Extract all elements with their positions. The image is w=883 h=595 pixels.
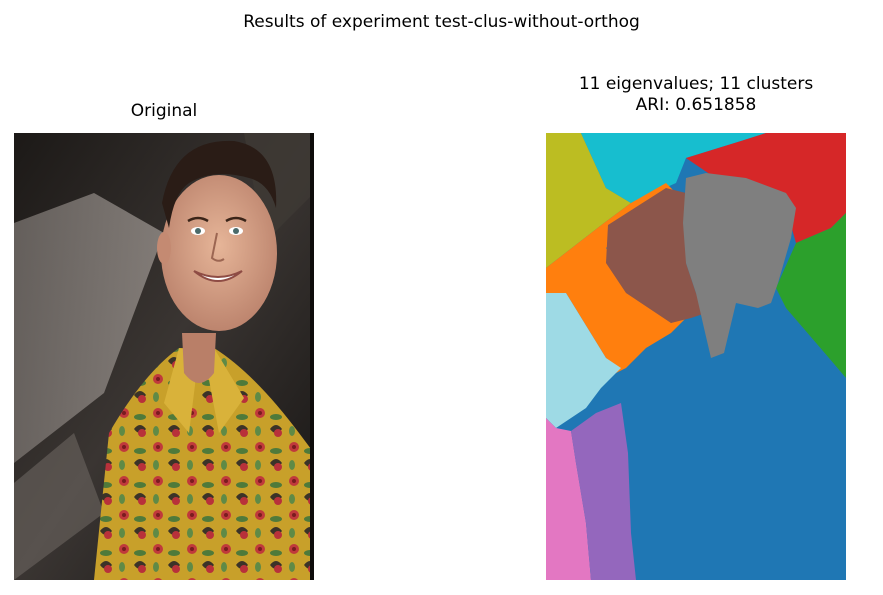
ear-left	[157, 232, 171, 264]
face	[161, 175, 277, 331]
shirt	[94, 348, 314, 580]
cluster-brown	[606, 188, 706, 323]
panel-title-clusters: 11 eigenvalues; 11 clusters ARI: 0.65185…	[480, 74, 883, 116]
light-shadow	[14, 193, 164, 463]
cluster-green	[776, 213, 846, 378]
hair	[162, 140, 277, 228]
cluster-cyan	[581, 133, 766, 203]
smile	[193, 270, 243, 282]
original-image	[14, 133, 314, 580]
nose	[210, 232, 225, 262]
cluster-pink	[546, 418, 591, 580]
iris-right	[233, 228, 239, 234]
figure-suptitle: Results of experiment test-clus-without-…	[243, 12, 640, 32]
panel-title-eigenvalues: 11 eigenvalues; 11 clusters	[578, 74, 814, 94]
light-shadow-lower	[14, 433, 104, 580]
cluster-purple	[571, 403, 636, 580]
brow-left	[187, 216, 209, 223]
original-photo-illustration	[14, 133, 314, 580]
photo-edge	[310, 133, 314, 580]
neck	[182, 333, 216, 383]
panel-title-original: Original	[130, 101, 198, 121]
cluster-light-cyan	[546, 293, 621, 428]
cluster-olive	[546, 133, 631, 268]
cluster-map	[546, 133, 846, 580]
iris-left	[195, 228, 201, 234]
brow-right	[225, 216, 247, 223]
cluster-segmentation	[546, 133, 846, 580]
panel-title-ari: ARI: 0.651858	[635, 95, 757, 115]
cluster-gray-face	[683, 173, 796, 358]
